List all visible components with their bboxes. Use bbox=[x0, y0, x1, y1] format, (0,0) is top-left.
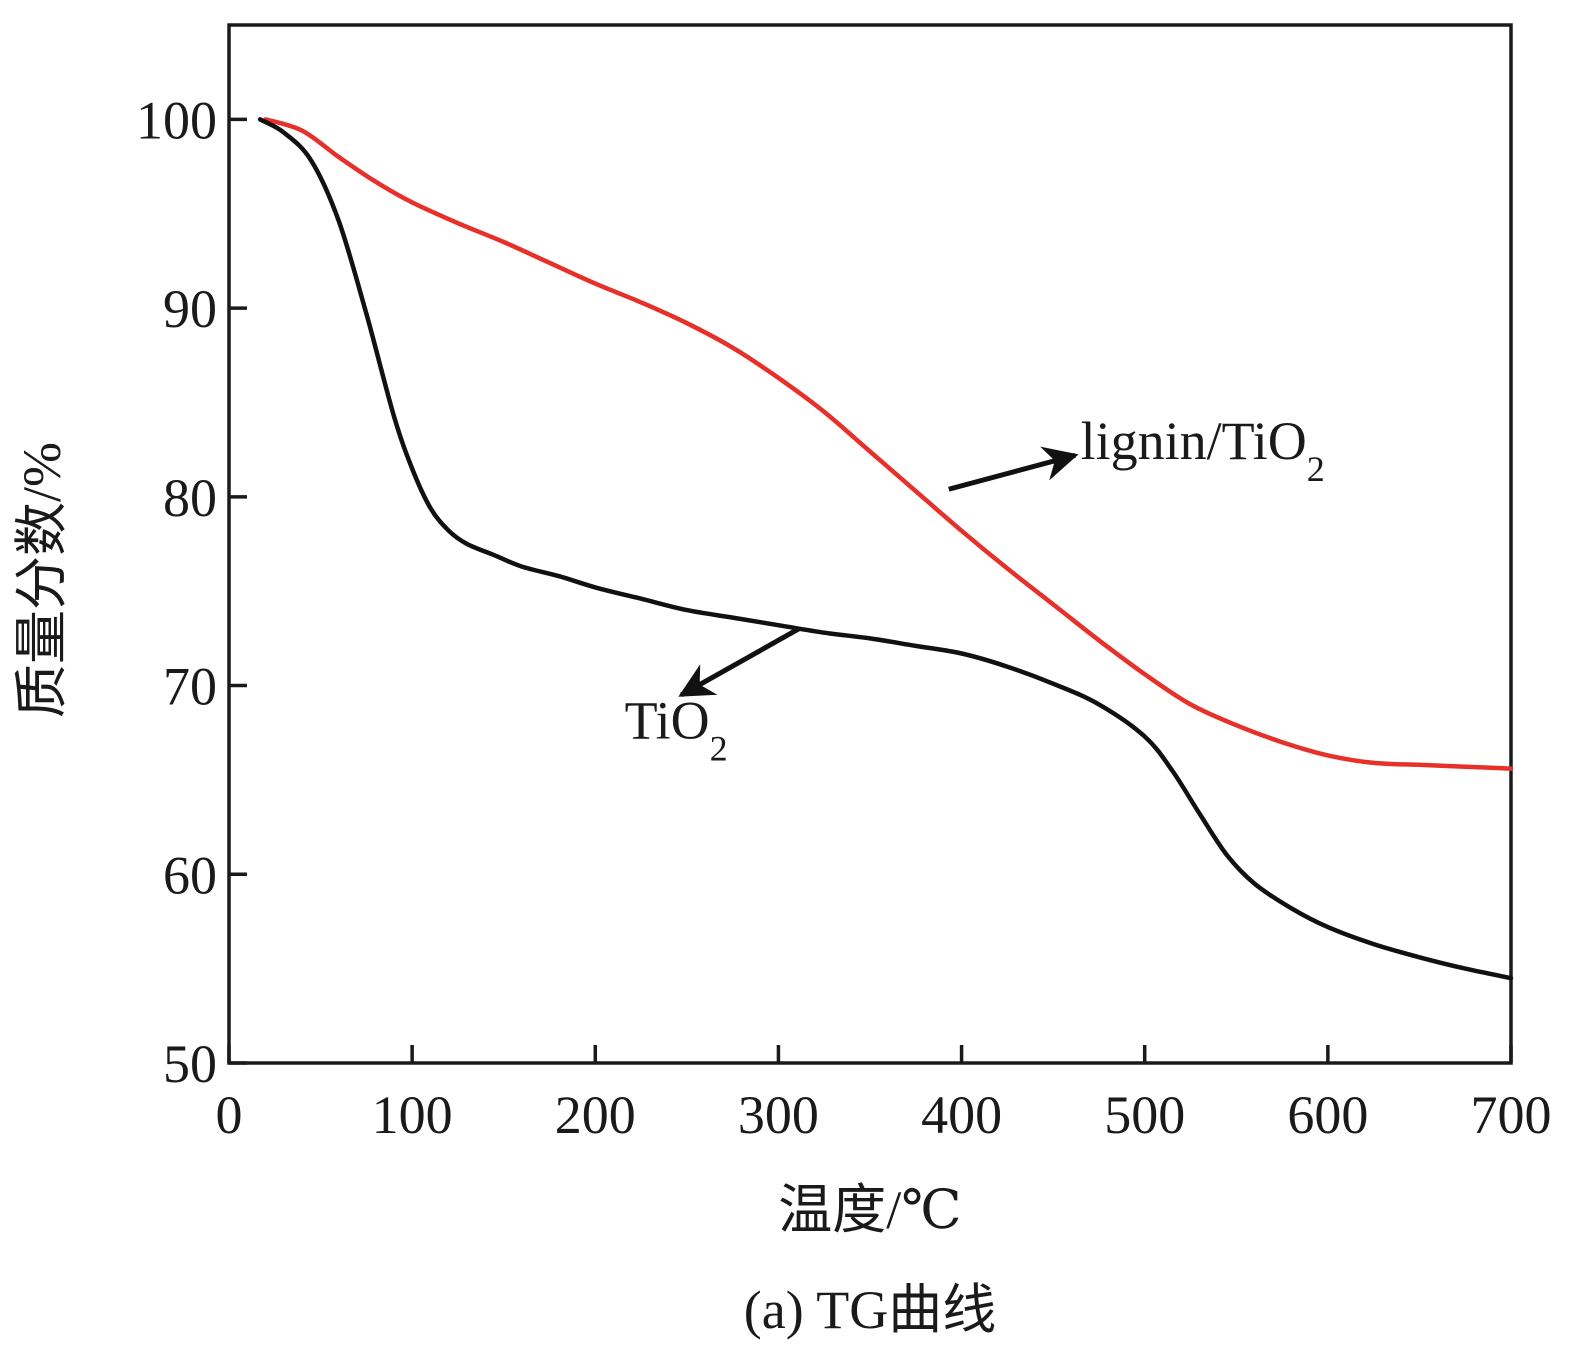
x-tick-label: 200 bbox=[555, 1085, 636, 1145]
x-axis-ticks: 0 100 200 300 400 500 600 700 bbox=[216, 1045, 1552, 1145]
y-axis-title: 质量分数/% bbox=[12, 442, 72, 718]
annotation-arrow-tio2 bbox=[678, 626, 800, 698]
x-tick-label: 700 bbox=[1471, 1085, 1552, 1145]
series-label-tio2: TiO2 bbox=[625, 690, 728, 768]
y-tick-label: 80 bbox=[163, 468, 217, 528]
y-tick-label: 100 bbox=[136, 90, 217, 150]
series-line-lignin-tio2 bbox=[263, 117, 1514, 771]
x-axis-title: 温度/℃ bbox=[778, 1180, 961, 1240]
y-axis-ticks: 50 60 70 80 90 100 bbox=[136, 90, 247, 1094]
chart-caption: (a) TG曲线 bbox=[744, 1280, 996, 1340]
x-tick-label: 300 bbox=[738, 1085, 819, 1145]
annotation-layer: lignin/TiO2 TiO2 bbox=[625, 411, 1325, 768]
x-tick-label: 100 bbox=[372, 1085, 453, 1145]
y-tick-label: 60 bbox=[163, 845, 217, 905]
series-label-lignin-tio2: lignin/TiO2 bbox=[1081, 411, 1325, 489]
annotation-arrow-lignin-tio2 bbox=[948, 446, 1079, 492]
y-tick-label: 70 bbox=[163, 657, 217, 717]
series-line-tio2 bbox=[257, 117, 1514, 981]
x-tick-label: 0 bbox=[216, 1085, 243, 1145]
y-tick-label: 90 bbox=[163, 279, 217, 339]
x-tick-label: 400 bbox=[921, 1085, 1002, 1145]
plot-frame bbox=[227, 23, 1513, 1065]
x-tick-label: 500 bbox=[1104, 1085, 1185, 1145]
x-tick-label: 600 bbox=[1287, 1085, 1368, 1145]
y-tick-label: 50 bbox=[163, 1034, 217, 1094]
series-layer bbox=[257, 117, 1514, 981]
